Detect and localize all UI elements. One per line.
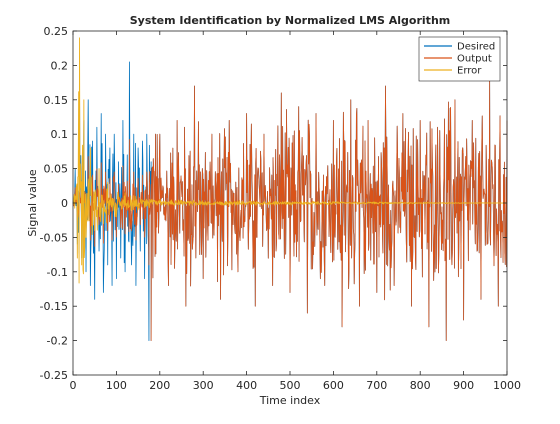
x-tick-label: 300 [193, 379, 214, 392]
legend-box [418, 36, 501, 82]
y-axis-label: Signal value [26, 169, 39, 237]
x-tick-label: 200 [149, 379, 170, 392]
legend-label-desired: Desired [457, 42, 495, 53]
y-tick-label: -0.25 [40, 369, 68, 382]
x-tick-label: 900 [453, 379, 474, 392]
y-tick-label: 0.25 [44, 25, 69, 38]
x-tick-label: 1000 [493, 379, 521, 392]
y-tick-label: 0.2 [51, 59, 69, 72]
x-tick-label: 100 [106, 379, 127, 392]
series-line-error [72, 37, 508, 284]
y-tick-label: 0 [61, 197, 68, 210]
y-tick-label: -0.2 [47, 335, 68, 348]
y-tick-label: 0.05 [44, 163, 69, 176]
y-tick-label: -0.05 [40, 231, 68, 244]
x-tick-label: 600 [323, 379, 344, 392]
x-tick-label: 500 [280, 379, 301, 392]
x-tick-label: 0 [70, 379, 77, 392]
series-line-output [72, 78, 508, 341]
y-tick-label: -0.1 [47, 266, 68, 279]
y-tick-label: 0.1 [51, 128, 69, 141]
x-tick-label: 800 [410, 379, 431, 392]
chart-title: System Identification by Normalized LMS … [130, 14, 451, 27]
ticks-layer: 0 100 200 300 400 500 600 700 800 900 1000 -0.25 -0.… [40, 25, 521, 392]
x-tick-label: 400 [236, 379, 257, 392]
series-layer [72, 37, 508, 341]
x-axis-label: Time index [259, 394, 321, 407]
x-tick-label: 700 [366, 379, 387, 392]
legend-label-output: Output [457, 54, 492, 65]
y-tick-label: -0.15 [40, 300, 68, 313]
legend-label-error: Error [457, 66, 482, 77]
y-tick-label: 0.15 [44, 94, 69, 107]
